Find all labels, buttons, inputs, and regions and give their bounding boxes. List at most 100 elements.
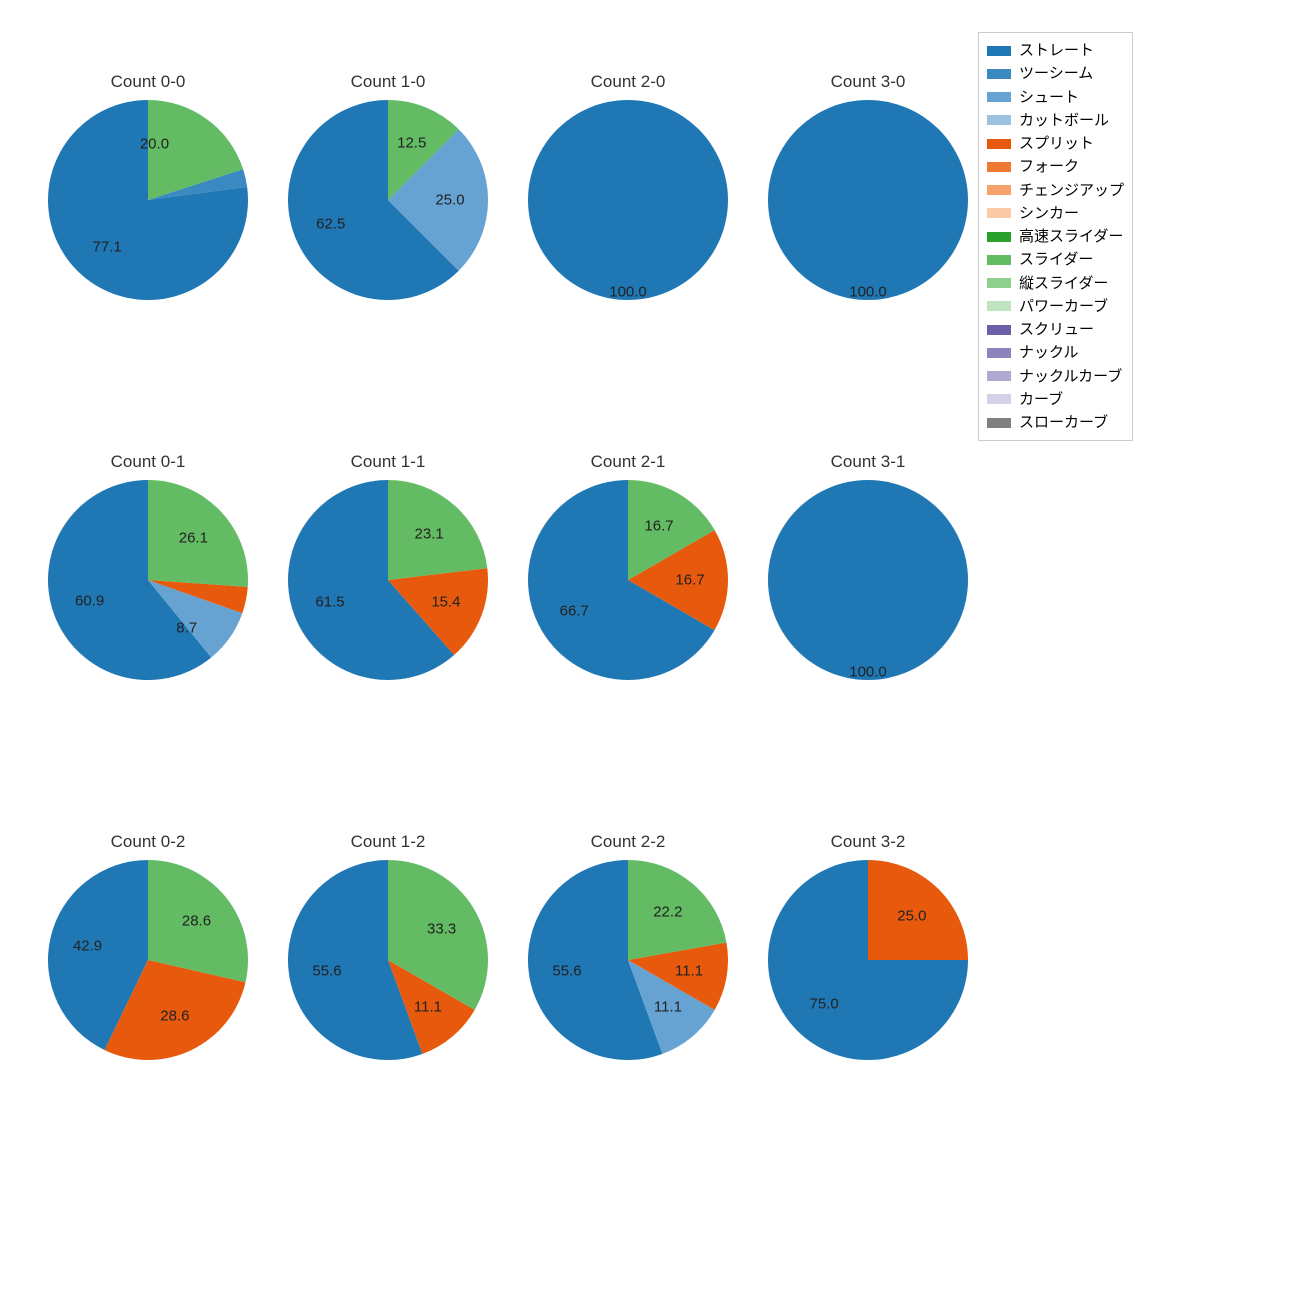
legend-swatch <box>987 371 1011 381</box>
legend-label: チェンジアップ <box>1019 179 1124 202</box>
slice-label: 61.5 <box>315 593 344 610</box>
legend-row: カットボール <box>987 109 1124 132</box>
legend-label: カーブ <box>1019 388 1063 411</box>
legend-row: 高速スライダー <box>987 225 1124 248</box>
pie-subplot: Count 2-0100.0 <box>528 100 728 300</box>
slice-label: 15.4 <box>431 594 460 611</box>
legend-row: ナックルカーブ <box>987 365 1124 388</box>
legend-swatch <box>987 208 1011 218</box>
pie-subplot: Count 2-166.716.716.7 <box>528 480 728 680</box>
legend-label: ツーシーム <box>1019 62 1093 85</box>
legend-swatch <box>987 394 1011 404</box>
slice-label: 60.9 <box>75 592 104 609</box>
legend-row: パワーカーブ <box>987 295 1124 318</box>
legend-label: ストレート <box>1019 39 1094 62</box>
legend-swatch <box>987 46 1011 56</box>
subplot-title: Count 2-1 <box>528 452 728 472</box>
legend-row: カーブ <box>987 388 1124 411</box>
legend-swatch <box>987 325 1011 335</box>
slice-label: 11.1 <box>654 999 682 1016</box>
slice-label: 55.6 <box>552 962 581 979</box>
slice-label: 22.2 <box>653 904 682 921</box>
legend-row: ナックル <box>987 341 1124 364</box>
legend-label: スクリュー <box>1019 318 1094 341</box>
slice-label: 26.1 <box>179 529 208 546</box>
legend: ストレートツーシームシュートカットボールスプリットフォークチェンジアップシンカー… <box>978 32 1133 441</box>
pie-subplot: Count 0-242.928.628.6 <box>48 860 248 1060</box>
legend-label: 高速スライダー <box>1019 225 1123 248</box>
legend-label: ナックル <box>1019 341 1079 364</box>
slice-label: 66.7 <box>560 602 589 619</box>
legend-row: フォーク <box>987 155 1124 178</box>
subplot-title: Count 2-2 <box>528 832 728 852</box>
legend-row: スローカーブ <box>987 411 1124 434</box>
slice-label: 77.1 <box>93 238 122 255</box>
slice-label: 75.0 <box>810 995 839 1012</box>
pie-subplot: Count 1-161.515.423.1 <box>288 480 488 680</box>
legend-swatch <box>987 139 1011 149</box>
legend-label: ナックルカーブ <box>1019 365 1122 388</box>
figure: Count 0-0 77.1 20.0 Count 1-0 62.5 25.0 12.5 Co… <box>0 0 1300 1300</box>
pie-svg <box>768 860 968 1060</box>
slice-label: 33.3 <box>427 920 456 937</box>
legend-row: スプリット <box>987 132 1124 155</box>
legend-row: スライダー <box>987 248 1124 271</box>
slice-label: 100.0 <box>849 664 887 681</box>
slice-label: 8.7 <box>176 619 197 636</box>
legend-label: シュート <box>1019 86 1079 109</box>
legend-label: 縦スライダー <box>1019 272 1108 295</box>
slice-label: 25.0 <box>435 192 464 209</box>
subplot-title: Count 0-0 <box>48 72 248 92</box>
slice-label: 28.6 <box>160 1007 189 1024</box>
legend-row: シュート <box>987 86 1124 109</box>
slice-label: 23.1 <box>415 525 444 542</box>
slice-label: 20.0 <box>140 135 169 152</box>
slice-label: 28.6 <box>182 913 211 930</box>
subplot-title: Count 1-1 <box>288 452 488 472</box>
subplot-title: Count 0-1 <box>48 452 248 472</box>
legend-swatch <box>987 69 1011 79</box>
subplot-title: Count 3-2 <box>768 832 968 852</box>
legend-swatch <box>987 301 1011 311</box>
pie-svg <box>768 480 968 680</box>
legend-swatch <box>987 115 1011 125</box>
legend-row: スクリュー <box>987 318 1124 341</box>
legend-row: 縦スライダー <box>987 272 1124 295</box>
pie-svg <box>48 860 248 1060</box>
legend-swatch <box>987 255 1011 265</box>
legend-row: チェンジアップ <box>987 179 1124 202</box>
legend-label: スローカーブ <box>1019 411 1108 434</box>
pie-subplot: Count 1-255.611.133.3 <box>288 860 488 1060</box>
subplot-title: Count 1-2 <box>288 832 488 852</box>
slice-label: 16.7 <box>675 572 704 589</box>
legend-swatch <box>987 278 1011 288</box>
legend-label: スプリット <box>1019 132 1094 155</box>
slice-label: 55.6 <box>312 962 341 979</box>
legend-label: フォーク <box>1019 155 1079 178</box>
legend-row: ストレート <box>987 39 1124 62</box>
subplot-title: Count 3-1 <box>768 452 968 472</box>
pie-subplot: Count 3-1100.0 <box>768 480 968 680</box>
legend-row: ツーシーム <box>987 62 1124 85</box>
subplot-title: Count 0-2 <box>48 832 248 852</box>
legend-swatch <box>987 92 1011 102</box>
slice-label: 11.1 <box>675 962 703 979</box>
legend-swatch <box>987 162 1011 172</box>
subplot-title: Count 1-0 <box>288 72 488 92</box>
pie-svg <box>288 480 488 680</box>
slice-label: 16.7 <box>644 518 673 535</box>
pie-svg <box>528 100 728 300</box>
legend-swatch <box>987 185 1011 195</box>
slice-label: 100.0 <box>609 284 647 301</box>
slice-label: 62.5 <box>316 215 345 232</box>
legend-label: カットボール <box>1019 109 1109 132</box>
pie-svg <box>48 480 248 680</box>
subplot-title: Count 3-0 <box>768 72 968 92</box>
slice-label: 25.0 <box>897 908 926 925</box>
pie-svg <box>768 100 968 300</box>
slice-label: 42.9 <box>73 938 102 955</box>
legend-label: シンカー <box>1019 202 1079 225</box>
legend-label: パワーカーブ <box>1019 295 1108 318</box>
slice-label: 12.5 <box>397 134 426 151</box>
pie-svg <box>288 860 488 1060</box>
